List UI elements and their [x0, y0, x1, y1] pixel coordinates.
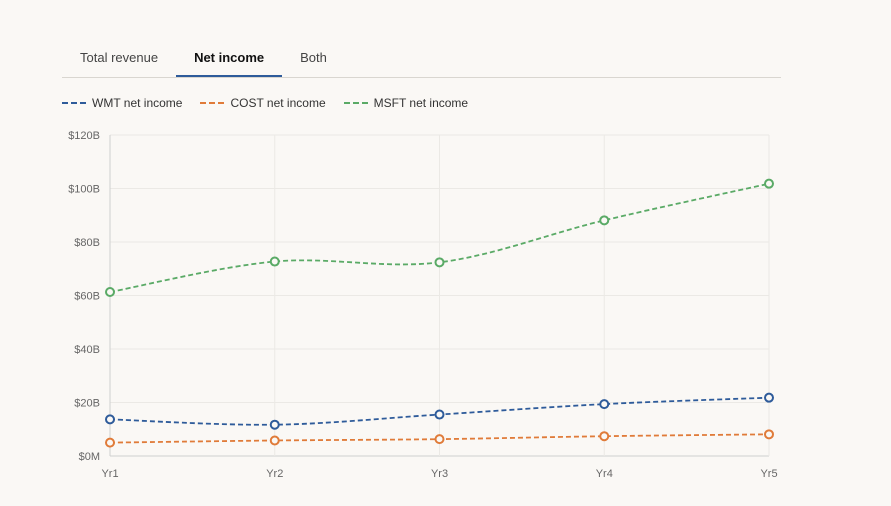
y-tick-label: $60B [74, 291, 100, 303]
y-tick-label: $0M [79, 451, 100, 463]
data-point-cost [599, 431, 610, 442]
chart-tabs: Total revenue Net income Both [62, 40, 781, 78]
data-point-cost [105, 437, 115, 448]
data-point-msft [764, 178, 774, 189]
data-point-cost [269, 435, 280, 446]
x-tick-label: Yr1 [101, 468, 118, 480]
data-point-wmt [434, 409, 445, 420]
data-point-wmt [269, 419, 280, 430]
y-tick-label: $40B [74, 344, 100, 356]
x-tick-label: Yr4 [596, 468, 613, 480]
y-tick-label: $80B [74, 237, 100, 249]
y-tick-label: $120B [68, 130, 100, 142]
x-tick-label: Yr5 [760, 468, 777, 480]
data-point-cost [434, 434, 445, 445]
data-point-msft [269, 256, 280, 267]
legend-item-wmt[interactable]: WMT net income [62, 96, 182, 110]
legend-swatch-cost [200, 102, 225, 104]
tab-both[interactable]: Both [300, 50, 327, 65]
data-point-cost [764, 429, 774, 440]
data-point-msft [434, 257, 445, 268]
data-point-msft [105, 287, 115, 298]
data-point-wmt [599, 399, 610, 410]
data-point-wmt [105, 414, 115, 425]
legend-label-wmt: WMT net income [92, 96, 183, 110]
tab-total-revenue[interactable]: Total revenue [80, 50, 159, 65]
legend-item-msft[interactable]: MSFT net income [343, 96, 469, 110]
legend-item-cost[interactable]: COST net income [200, 96, 326, 110]
legend-label-cost: COST net income [230, 96, 326, 110]
data-point-wmt [764, 392, 774, 403]
data-point-msft [599, 215, 610, 226]
chart-legend: WMT net income COST net income MSFT net … [62, 96, 468, 110]
y-tick-label: $20B [74, 398, 100, 410]
legend-swatch-msft [343, 102, 368, 104]
x-tick-label: Yr2 [266, 468, 283, 480]
legend-label-msft: MSFT net income [373, 96, 469, 110]
x-tick-label: Yr3 [431, 468, 448, 480]
y-tick-label: $100B [68, 184, 100, 196]
tab-net-income[interactable]: Net income [176, 40, 283, 77]
legend-swatch-wmt [62, 102, 86, 104]
